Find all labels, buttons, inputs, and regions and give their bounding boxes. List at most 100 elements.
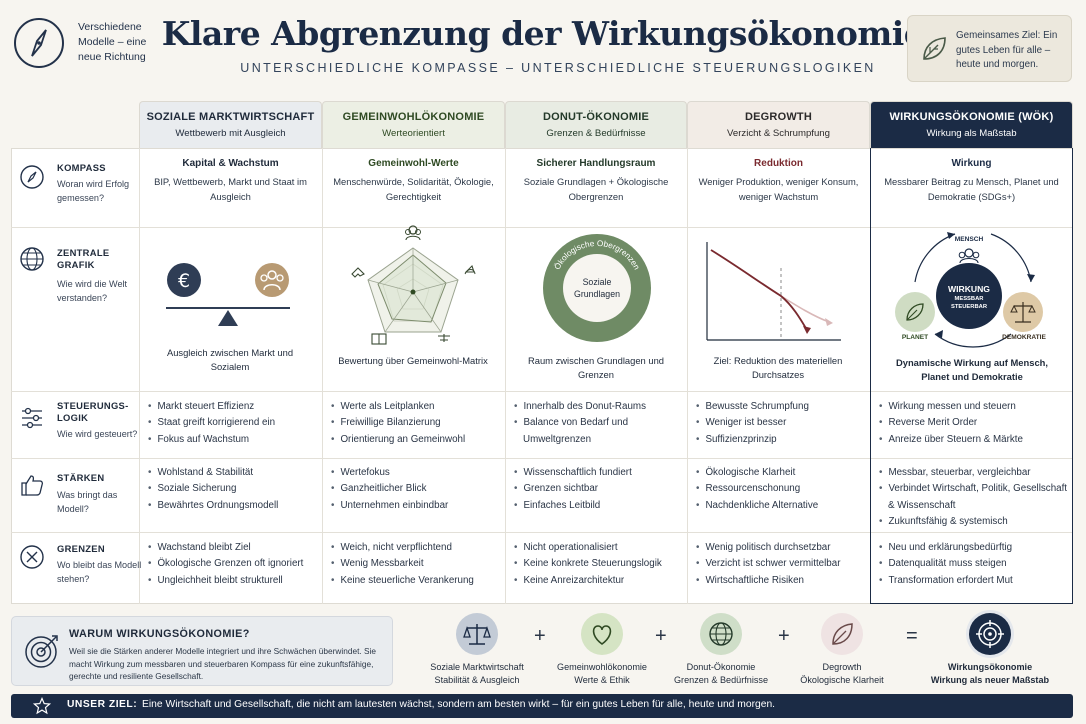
- list-item: Fokus auf Wachstum: [148, 432, 317, 448]
- column-header: DONUT-ÖKONOMIE Grenzen & Bedürfnisse: [505, 101, 687, 148]
- star-icon: [32, 696, 52, 715]
- list-item: Keine Anreizarchitektur: [514, 573, 682, 589]
- steuerung-list: Wirkung messen und steuernReverse Merit …: [879, 399, 1068, 448]
- leaf-icon: [918, 33, 950, 65]
- kompass-desc: BIP, Wettbewerb, Markt und Staat im Ausg…: [154, 176, 307, 202]
- target-icon: [24, 633, 60, 669]
- row-label-kompass: KOMPASS Woran wird Erfolg gemessen?: [11, 148, 139, 227]
- leaf-icon: [821, 613, 863, 655]
- globe-icon: [19, 246, 45, 272]
- svg-text:€: €: [178, 270, 190, 292]
- woek-planet-label: PLANET: [901, 334, 929, 341]
- list-item: Einfaches Leitbild: [514, 498, 682, 514]
- scales-icon: [456, 613, 498, 655]
- column-subtitle: Grenzen & Bedürfnisse: [546, 128, 646, 139]
- heart-icon: [581, 613, 623, 655]
- list-item: Anreize über Steuern & Märkte: [879, 432, 1068, 448]
- kompass-cell: Wirkung Messbarer Beitrag zu Mensch, Plan…: [878, 158, 1065, 204]
- close-icon: [19, 544, 45, 570]
- list-item: Orientierung an Gemeinwohl: [331, 432, 500, 448]
- goal-text: Gemeinsames Ziel: Ein gutes Leben für al…: [956, 30, 1058, 70]
- formula-name: Gemeinwohlökonomie: [557, 662, 647, 672]
- list-item: Wenig Messbarkeit: [331, 556, 500, 572]
- grenzen-list: Neu und erklärungsbedürftigDatenqualität…: [879, 540, 1068, 589]
- list-item: Markt steuert Effizienz: [148, 399, 317, 415]
- graphic-caption: Bewertung über Gemeinwohl-Matrix: [338, 355, 488, 366]
- list-item: Datenqualität muss steigen: [879, 556, 1068, 572]
- globe-icon: [700, 613, 742, 655]
- compass-icon: [14, 18, 64, 68]
- list-item: Messbar, steuerbar, vergleichbar: [879, 465, 1068, 481]
- list-item: Bewusste Schrumpfung: [696, 399, 865, 415]
- header-note: Verschiedene Modelle – eine neue Richtun…: [78, 21, 147, 63]
- woek-sub2-label: STEUERBAR: [950, 304, 988, 310]
- list-item: Weniger ist besser: [696, 415, 865, 431]
- list-item: Ressourcenschonung: [696, 481, 865, 497]
- graphic-caption: Dynamische Wirkung auf Mensch, Planet un…: [895, 357, 1049, 382]
- woek-cycle-graphic: MENSCH WIRKUNG MESSBAR STEUERBAR PLANET …: [893, 226, 1053, 352]
- goal-bar-text: Eine Wirtschaft und Gesellschaft, die ni…: [142, 699, 776, 710]
- kompass-desc: Messbarer Beitrag zu Mensch, Planet und …: [884, 176, 1059, 202]
- list-item: Werte als Leitplanken: [331, 399, 500, 415]
- staerken-list: Wissenschaftlich fundiertGrenzen sichtba…: [514, 465, 682, 514]
- goal-box: Gemeinsames Ziel: Ein gutes Leben für al…: [907, 15, 1072, 82]
- kompass-key: Gemeinwohl-Werte: [368, 158, 459, 169]
- grenzen-list: Weich, nicht verpflichtendWenig Messbark…: [331, 540, 500, 589]
- column-header: WIRKUNGSÖKONOMIE (WÖK) Wirkung als Maßsta…: [870, 101, 1073, 148]
- formula-name: Soziale Marktwirtschaft: [430, 662, 524, 672]
- column-subtitle: Wettbewerb mit Ausgleich: [175, 128, 286, 139]
- list-item: Verzicht ist schwer vermittelbar: [696, 556, 865, 572]
- list-item: Keine steuerliche Verankerung: [331, 573, 500, 589]
- formula-name: Wirkungsökonomie: [947, 662, 1033, 672]
- column-header: DEGROWTH Verzicht & Schrumpfung: [687, 101, 870, 148]
- list-item: Neu und erklärungsbedürftig: [879, 540, 1068, 556]
- row-label-grenzen: GRENZEN Wo bleibt das Modell stehen?: [11, 532, 141, 604]
- list-item: Nicht operationalisiert: [514, 540, 682, 556]
- list-item: Wohlstand & Stabilität: [148, 465, 317, 481]
- thumbs-up-icon: [19, 472, 45, 498]
- formula-label: Degrowth Ökologische Klarheit: [777, 661, 907, 687]
- list-item: Staat greift korrigierend ein: [148, 415, 317, 431]
- kompass-key: Wirkung: [951, 158, 992, 169]
- kompass-cell: Kapital & Wachstum BIP, Wettbewerb, Markt…: [147, 158, 314, 204]
- formula-sub: Stabilität & Ausgleich: [434, 675, 520, 685]
- kompass-key: Kapital & Wachstum: [182, 158, 279, 169]
- list-item: Nachdenkliche Alternative: [696, 498, 865, 514]
- why-text: Weil sie die Stärken anderer Modelle int…: [69, 646, 377, 681]
- goal-bar-label: UNSER ZIEL:: [67, 699, 138, 710]
- list-item: Unternehmen einbindbar: [331, 498, 500, 514]
- graphic-caption: Ziel: Reduktion des materiellen Durchsat…: [713, 355, 843, 380]
- list-item: Transformation erfordert Mut: [879, 573, 1068, 589]
- list-item: Bewährtes Ordnungsmodell: [148, 498, 317, 514]
- kompass-desc: Weniger Produktion, weniger Konsum, weni…: [698, 176, 859, 202]
- list-item: Verbindet Wirtschaft, Politik, Gesellsch…: [879, 481, 1068, 514]
- formula-sub: Wirkung als neuer Maßstab: [930, 675, 1050, 685]
- donut-inner-label: Soziale Grundlagen: [574, 277, 620, 299]
- column-subtitle: Werteorientiert: [382, 128, 445, 139]
- balance-graphic: €: [160, 258, 300, 330]
- row-label-grafik: ZENTRALE GRAFIK Wie wird die Welt versta…: [11, 227, 139, 391]
- formula-label: Donut-Ökonomie Grenzen & Bedürfnisse: [656, 661, 786, 687]
- kompass-desc: Soziale Grundlagen + Ökologische Obergre…: [523, 176, 669, 202]
- steuerung-list: Werte als LeitplankenFreiwillige Bilanzi…: [331, 399, 500, 448]
- column-title: WIRKUNGSÖKONOMIE (WÖK): [889, 111, 1054, 123]
- list-item: Weich, nicht verpflichtend: [331, 540, 500, 556]
- woek-column-frame: [870, 148, 1073, 604]
- list-item: Wissenschaftlich fundiert: [514, 465, 682, 481]
- plus-sign: +: [778, 625, 790, 647]
- list-item: Freiwillige Bilanzierung: [331, 415, 500, 431]
- column-title: GEMEINWOHLÖKONOMIE: [342, 111, 485, 123]
- list-item: Suffizienzprinzip: [696, 432, 865, 448]
- list-item: Balance von Bedarf und Umweltgrenzen: [514, 415, 682, 448]
- list-item: Wirtschaftliche Risiken: [696, 573, 865, 589]
- column-header: GEMEINWOHLÖKONOMIE Werteorientiert: [322, 101, 505, 148]
- plus-sign: +: [534, 625, 546, 647]
- woek-demokratie-label: DEMOKRATIE: [1002, 334, 1046, 341]
- formula-name: Degrowth: [822, 662, 862, 672]
- graphic-caption: Ausgleich zwischen Markt und Sozialem: [166, 347, 294, 372]
- kompass-cell: Sicherer Handlungsraum Soziale Grundlagen…: [513, 158, 679, 204]
- reduction-line-graphic: [697, 238, 845, 344]
- list-item: Ökologische Klarheit: [696, 465, 865, 481]
- steuerung-list: Innerhalb des Donut-RaumsBalance von Bed…: [514, 399, 682, 448]
- page-title: Klare Abgrenzung der Wirkungsökonomie: [161, 14, 925, 53]
